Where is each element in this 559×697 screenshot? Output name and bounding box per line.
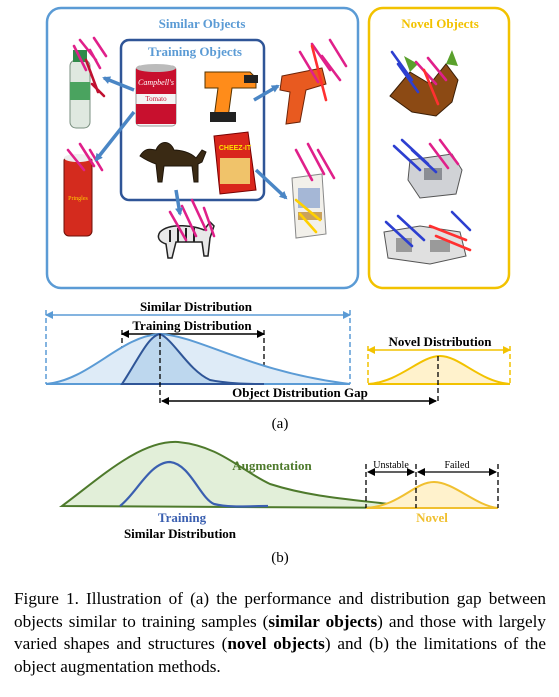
chips-can-label: Pringles [68,196,88,202]
unstable-label: Unstable [373,460,409,471]
training-distribution-label: Training Distribution [132,318,252,333]
figure-1: Similar Objects Training Objects Novel O… [0,0,559,580]
augmentation-label: Augmentation [232,458,312,473]
soup-can-label: Campbell's [138,78,174,87]
soup-can-sublabel: Tomato [145,95,167,103]
failed-label: Failed [445,460,470,471]
novel-label-b: Novel [416,510,448,525]
caption-bold-novel: novel objects [227,634,325,653]
soup-can-object: Campbell's Tomato [136,64,176,126]
similar-distribution-label: Similar Distribution [140,299,253,314]
caption-bold-similar: similar objects [268,612,377,631]
training-objects-title: Training Objects [148,44,242,59]
panel-b-label: (b) [271,550,289,566]
figure-caption: Figure 1. Illustration of (a) the perfor… [14,588,546,678]
novel-distribution-curve [368,356,510,384]
training-label-b: Training [158,510,207,525]
gap-label: Object Distribution Gap [232,385,368,400]
panel-a-label: (a) [272,416,289,432]
similar-objects-title: Similar Objects [159,16,246,31]
pringles-can-object: Pringles [64,154,92,236]
novel-objects-title: Novel Objects [401,16,479,31]
similar-distribution-label-b: Similar Distribution [124,526,237,541]
novel-distribution-curve-b [366,482,498,508]
cracker-box-label: CHEEZ-IT [219,145,252,152]
novel-distribution-label: Novel Distribution [389,334,493,349]
cereal-box-object [292,174,326,238]
cracker-box-object: CHEEZ-IT [214,132,256,194]
augmentation-distribution-curve [62,442,418,508]
